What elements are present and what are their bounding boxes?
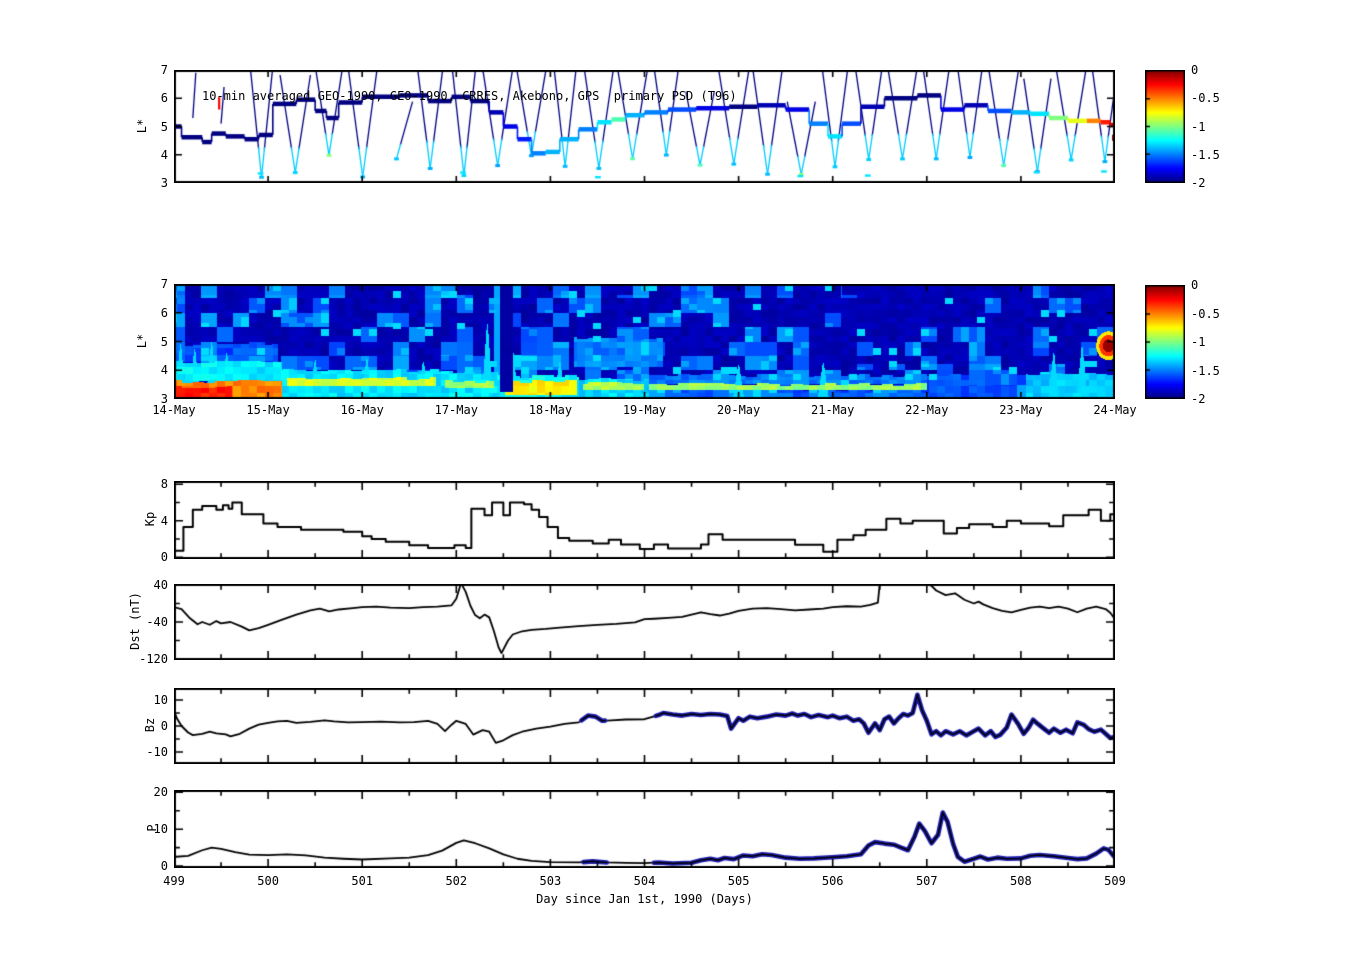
date-tick-label: 24-May — [1093, 403, 1137, 417]
x-tick-label: 499 — [163, 874, 185, 888]
date-tick-label: 19-May — [622, 403, 667, 417]
y-tick-label: 0 — [160, 719, 168, 733]
y-tick-label: 0 — [160, 859, 168, 874]
y-tick-label: 7 — [160, 277, 168, 291]
y-tick-label: 7 — [160, 63, 168, 77]
date-tick-label: 16-May — [340, 403, 384, 417]
date-tick-label: 14-May — [152, 403, 196, 417]
colorbar-tick-label: -1.5 — [1191, 363, 1220, 378]
y-tick-label: 5 — [160, 119, 168, 134]
date-tick-label: 15-May — [246, 403, 290, 417]
x-tick-label: 506 — [821, 874, 844, 888]
colorbar-tick-label: -0.5 — [1191, 91, 1220, 106]
y-tick-label: 6 — [160, 91, 168, 106]
y-tick-label: 5 — [160, 334, 168, 349]
plot-title: 10-min averaged GEO-1990, GEO-1990, CRRE… — [202, 89, 737, 103]
kp-plot-canvas — [174, 481, 1115, 559]
colorbar-tick-label: -1 — [1191, 335, 1206, 349]
x-tick-label: 501 — [351, 874, 374, 888]
date-tick-label: 22-May — [905, 403, 949, 417]
colorbar-tick-label: -1 — [1191, 119, 1206, 134]
x-tick-label: 502 — [445, 874, 468, 888]
colorbar-tick-label: 0 — [1191, 63, 1199, 77]
y-tick-label: -10 — [146, 745, 168, 760]
x-tick-label: 508 — [1010, 874, 1032, 888]
y-tick-label: -120 — [139, 652, 168, 667]
y-tick-label: 20 — [153, 785, 168, 800]
colorbar-tick-label: -2 — [1191, 176, 1206, 190]
x-tick-label: 507 — [915, 874, 938, 888]
y-tick-label: 4 — [160, 147, 168, 162]
date-tick-label: 23-May — [999, 403, 1043, 417]
date-tick-label: 18-May — [528, 403, 573, 417]
colorbar-bottom — [1145, 285, 1185, 399]
colorbar-tick-label: -1.5 — [1191, 147, 1220, 162]
date-tick-label: 21-May — [811, 403, 855, 417]
bz-plot-canvas — [174, 688, 1115, 764]
colorbar-tick-label: -0.5 — [1191, 306, 1220, 321]
y-tick-label: 4 — [160, 363, 168, 378]
colorbar-top — [1145, 70, 1185, 183]
y-tick-label: 6 — [160, 305, 168, 320]
dst-plot-canvas — [174, 584, 1115, 660]
y-tick-label: 10 — [153, 822, 168, 837]
y-tick-label: 4 — [160, 513, 168, 528]
y-tick-label: 8 — [160, 477, 168, 492]
date-tick-label: 17-May — [434, 403, 478, 417]
p-plot-canvas — [174, 790, 1115, 868]
x-axis-label: Day since Jan 1st, 1990 (Days) — [536, 892, 753, 906]
y-tick-label: 3 — [160, 176, 168, 190]
colorbar-tick-label: -2 — [1191, 392, 1206, 406]
x-tick-label: 500 — [257, 874, 279, 888]
y-tick-label: -40 — [146, 615, 168, 629]
x-tick-label: 509 — [1104, 874, 1126, 888]
psd-spectrogram-canvas — [174, 284, 1115, 399]
y-tick-label: 0 — [160, 550, 168, 565]
y-tick-label: 10 — [153, 692, 168, 707]
y-tick-label: 40 — [153, 577, 168, 592]
x-tick-label: 504 — [633, 874, 656, 888]
date-tick-label: 20-May — [716, 403, 761, 417]
psd-scatter-canvas — [174, 70, 1115, 183]
y-tick-label: 3 — [160, 392, 168, 406]
x-tick-label: 505 — [727, 874, 750, 888]
x-tick-label: 503 — [539, 874, 562, 888]
colorbar-tick-label: 0 — [1191, 278, 1199, 292]
